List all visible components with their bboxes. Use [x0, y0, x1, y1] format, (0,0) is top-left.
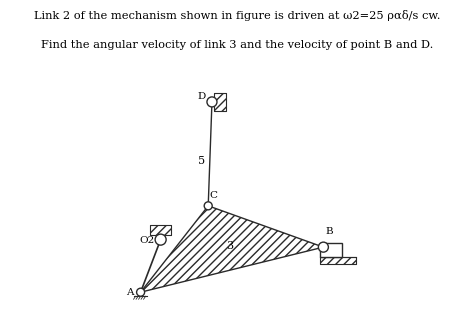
Text: A: A — [126, 288, 133, 297]
Polygon shape — [141, 206, 323, 292]
Text: D: D — [197, 92, 206, 101]
Circle shape — [319, 242, 328, 252]
Bar — [214, 92, 227, 111]
Text: O2: O2 — [139, 236, 155, 245]
Bar — [150, 225, 171, 235]
Bar — [319, 257, 356, 264]
Bar — [320, 243, 342, 257]
Bar — [150, 225, 171, 235]
Text: C: C — [210, 191, 218, 200]
Circle shape — [137, 288, 145, 296]
Bar — [319, 257, 356, 264]
Text: 3: 3 — [226, 241, 233, 251]
Circle shape — [207, 97, 217, 107]
Text: 5: 5 — [199, 156, 206, 166]
Bar — [214, 92, 227, 111]
Text: B: B — [326, 227, 334, 236]
Text: Link 2 of the mechanism shown in figure is driven at ω2=25 ραδ/s cw.: Link 2 of the mechanism shown in figure … — [34, 10, 440, 21]
Text: Find the angular velocity of link 3 and the velocity of point B and D.: Find the angular velocity of link 3 and … — [41, 40, 433, 50]
Circle shape — [155, 234, 166, 245]
Circle shape — [204, 202, 212, 210]
